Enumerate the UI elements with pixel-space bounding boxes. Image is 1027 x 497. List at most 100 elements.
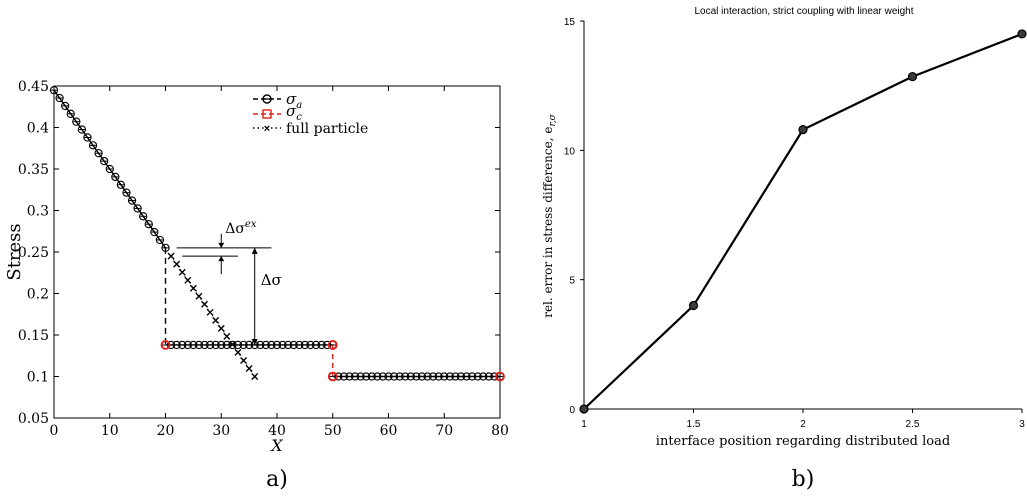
panel-b-series xyxy=(579,29,1027,414)
sigma-a-point xyxy=(111,172,120,182)
legend-entry-sigma-a: σa xyxy=(253,90,302,111)
legend-marker-full-particle: × xyxy=(264,123,270,135)
circle-marker xyxy=(88,141,98,150)
x-marker-stroke xyxy=(184,276,192,284)
sigma-a-point xyxy=(83,133,92,142)
delta-sigma-arrowhead-top xyxy=(251,247,258,254)
y-tick-label: 0.1 xyxy=(27,370,49,386)
circle-marker xyxy=(61,101,70,111)
circle-marker xyxy=(144,220,153,229)
x-tick-label: 40 xyxy=(268,423,286,439)
full-particle-point xyxy=(234,348,242,356)
panel-b-x-axis-title: interface position regarding distributed… xyxy=(656,434,950,449)
delta-sigma-label: Δσ xyxy=(261,271,282,289)
x-tick-label: 60 xyxy=(380,423,398,439)
x-marker-stroke xyxy=(240,356,248,364)
x-tick-label: 0 xyxy=(50,423,59,439)
full-particle-point xyxy=(217,324,225,332)
x-tick-label: 2.5 xyxy=(906,419,920,430)
full-particle-point xyxy=(201,300,209,308)
x-tick-label: 20 xyxy=(157,423,175,439)
full-particle-line xyxy=(170,255,256,377)
full-particle-point xyxy=(184,276,192,284)
x-tick-label: 30 xyxy=(212,423,230,439)
x-tick-label: 1 xyxy=(581,419,587,430)
full-particle-point xyxy=(212,316,220,324)
y-tick-label: 5 xyxy=(569,276,575,287)
circle-marker xyxy=(122,188,131,197)
panel-b-y-axis: 0 5 10 15 xyxy=(564,17,584,416)
full-particle-point xyxy=(240,356,248,364)
sigma-a-point xyxy=(94,149,103,158)
sigma-a-point xyxy=(88,141,98,150)
y-tick-label: 0.2 xyxy=(27,287,49,303)
delta-ex-arrowhead-bottom xyxy=(218,256,225,262)
panel-a-x-axis: 0 10 20 30 40 50 60 70 80 xyxy=(50,86,509,439)
error-series-point xyxy=(579,404,589,414)
x-marker-stroke xyxy=(212,316,220,324)
sigma-a-point xyxy=(150,227,159,237)
x-tick-label: 50 xyxy=(324,423,342,439)
legend-entry-full-particle: × full particle xyxy=(253,121,368,137)
panel-a-series xyxy=(49,86,505,382)
x-marker-stroke xyxy=(201,300,209,308)
panel-a-label: a) xyxy=(266,467,288,492)
sigma-a-point xyxy=(116,180,126,189)
sigma-c-point xyxy=(327,340,338,350)
y-tick-label: 0.35 xyxy=(18,162,49,178)
circle-marker xyxy=(94,149,103,158)
x-tick-label: 3 xyxy=(1019,419,1025,430)
sigma-a-point xyxy=(66,109,75,118)
full-particle-point xyxy=(178,268,186,276)
y-tick-label: 0.3 xyxy=(27,204,49,220)
panel-b-title: Local interaction, strict coupling with … xyxy=(695,6,914,17)
y-tick-label: 0.4 xyxy=(27,121,49,137)
sigma-a-point xyxy=(127,196,137,205)
panel-a-legend: σa σc × full particle xyxy=(253,90,368,137)
sigma-a-point xyxy=(100,156,109,166)
y-tick-label: 0.25 xyxy=(18,245,49,261)
sigma-a-point xyxy=(133,204,142,213)
x-marker-stroke xyxy=(167,252,175,260)
panel-a-chart: 0 10 20 30 40 50 60 70 80 0.050.10.150.20.250.30… xyxy=(4,79,509,492)
sigma-a-point xyxy=(144,220,153,229)
sigma-c-point xyxy=(495,371,505,382)
legend-label-sigma-c: σc xyxy=(286,102,302,123)
circle-marker xyxy=(55,93,64,103)
circle-marker xyxy=(155,235,165,245)
panel-b-y-axis-title: rel. error in stress difference, er,σ xyxy=(541,113,558,317)
x-marker-stroke xyxy=(245,364,253,372)
circle-marker xyxy=(77,125,87,134)
x-tick-label: 80 xyxy=(491,423,509,439)
y-tick-label: 0.45 xyxy=(18,79,49,95)
delta-sigma-arrowhead-bottom xyxy=(251,338,258,345)
circle-marker xyxy=(127,196,137,205)
panel-b-label: b) xyxy=(792,467,815,492)
x-marker-stroke xyxy=(206,308,214,316)
sigma-a-point xyxy=(61,101,70,111)
full-particle-point xyxy=(173,260,181,268)
circle-marker xyxy=(116,180,126,189)
circle-marker xyxy=(133,204,142,213)
panel-b-x-axis: 1 1.5 2 2.5 3 xyxy=(581,409,1025,430)
panel-a-x-axis-title: X xyxy=(269,436,283,455)
circle-marker xyxy=(72,117,81,126)
error-series-point xyxy=(688,300,699,311)
sigma-c-point xyxy=(327,371,338,382)
full-particle-point xyxy=(167,252,175,260)
panel-a-plot-frame xyxy=(53,85,501,419)
circle-marker xyxy=(111,172,120,182)
full-particle-point xyxy=(251,373,259,380)
panel-a-y-axis-title: Stress xyxy=(4,223,25,280)
full-particle-point xyxy=(189,284,197,292)
x-marker-stroke xyxy=(223,332,231,340)
circle-marker xyxy=(105,164,114,174)
delta-ex-arrowhead-top xyxy=(218,242,225,248)
circle-marker xyxy=(100,156,109,166)
sigma-a-point xyxy=(105,164,114,174)
x-marker-stroke xyxy=(217,324,225,332)
sigma-a-point xyxy=(72,117,81,126)
full-particle-point xyxy=(223,332,231,340)
x-marker-stroke xyxy=(234,348,242,356)
